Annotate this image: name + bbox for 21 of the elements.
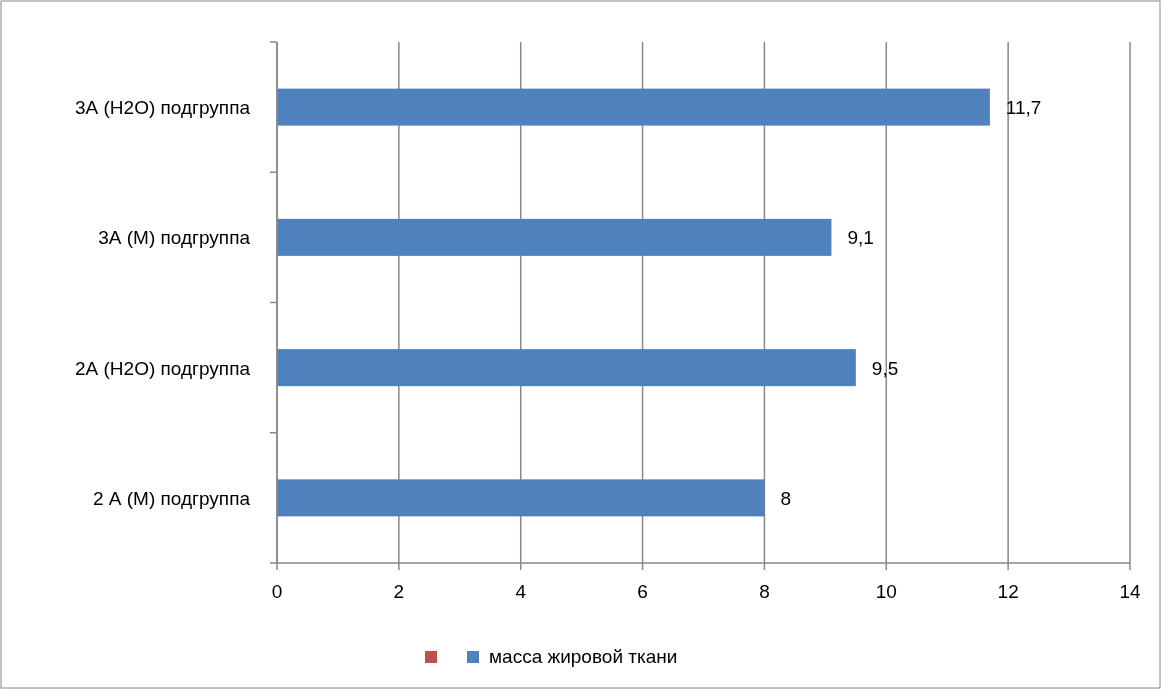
y-tick-label: 2А (H2O) подгруппа [75,357,251,379]
legend-label: масса жировой ткани [489,646,678,667]
y-tick-label: 3А (М) подгруппа [98,227,251,249]
data-label: 11,7 [1005,97,1042,119]
y-tick-label: 2 А (М) подгруппа [92,487,251,509]
x-tick-label: 6 [637,581,648,602]
x-tick-label: 2 [393,581,405,602]
x-tick-label: 14 [1119,581,1141,602]
bar [277,218,832,256]
data-label: 9,1 [847,227,874,249]
x-tick-label: 4 [515,581,527,602]
x-tick-label: 12 [997,581,1019,602]
bar [277,479,765,517]
data-label: 9,5 [871,357,899,379]
x-tick-label: 0 [271,581,283,602]
bar [277,88,990,126]
data-label: 8 [780,487,792,509]
x-tick-label: 8 [759,581,770,602]
bar [277,349,856,387]
x-tick-label: 10 [875,581,897,602]
y-tick-label: 3А (H2O) подгруппа [75,97,251,119]
